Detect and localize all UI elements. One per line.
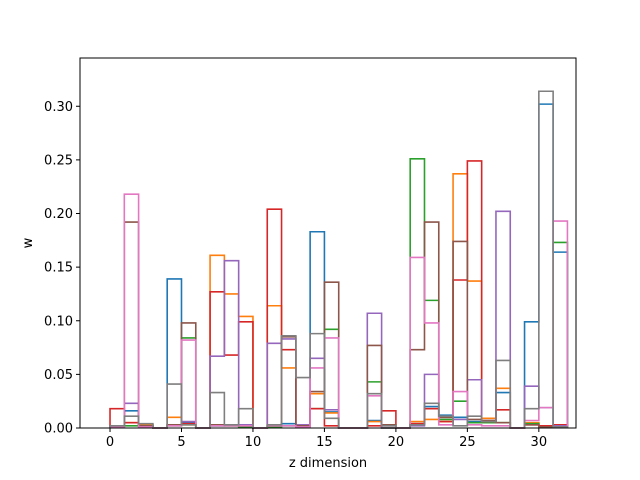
x-tick-label: 0 — [106, 435, 114, 450]
x-tick-label: 10 — [245, 435, 262, 450]
y-axis-label: w — [21, 237, 36, 248]
y-tick-label: 0.10 — [44, 314, 73, 329]
x-tick-label: 15 — [316, 435, 333, 450]
y-tick-label: 0.15 — [44, 261, 73, 276]
x-tick-label: 5 — [177, 435, 185, 450]
y-tick-label: 0.25 — [44, 153, 73, 168]
x-tick-label: 20 — [388, 435, 405, 450]
plot-frame — [79, 57, 577, 429]
x-axis: 0 5 10 15 20 25 30 — [106, 428, 547, 450]
y-tick-label: 0.20 — [44, 207, 73, 222]
x-axis-label: z dimension — [289, 456, 367, 471]
y-tick-label: 0.30 — [44, 100, 73, 115]
x-tick-label: 25 — [459, 435, 476, 450]
x-tick-label: 30 — [531, 435, 548, 450]
y-axis: 0.00 0.05 0.10 0.15 0.20 0.25 0.30 — [44, 100, 80, 437]
series-7-outline — [109, 90, 569, 429]
y-tick-label: 0.00 — [44, 422, 73, 437]
y-tick-label: 0.05 — [44, 368, 73, 383]
series-layer — [109, 90, 569, 429]
